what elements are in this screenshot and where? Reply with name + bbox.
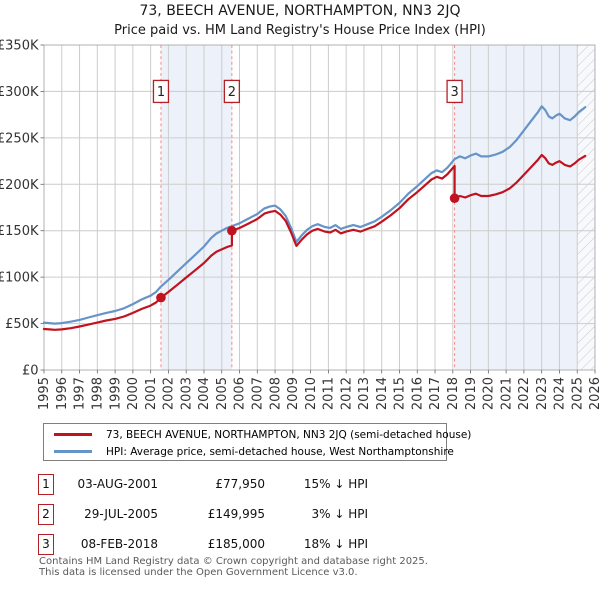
x-axis-label: 2001 (144, 377, 159, 410)
y-axis-label: £200K (0, 178, 39, 193)
price-history-chart-svg: 1 2 3 £0 £50K £100K £150K £200K £250K £300K £350K 1… (0, 39, 600, 411)
legend-label: 73, BEECH AVENUE, NORTHAMPTON, NN3 2JQ (… (106, 428, 472, 441)
x-axis-label: 1996 (55, 377, 70, 410)
x-axis-label: 2012 (339, 377, 354, 410)
transaction-3-marker: 3 (38, 534, 54, 555)
transaction-row-3: 3 08-FEB-2018 £185,000 18% ↓ HPI (38, 534, 458, 555)
hpi-line-swatch (54, 450, 92, 453)
x-axis-label: 1999 (108, 377, 123, 410)
transaction-dot-3 (449, 193, 460, 204)
transaction-row-2: 2 29-JUL-2005 £149,995 3% ↓ HPI (38, 504, 458, 525)
y-axis-label: £350K (0, 39, 39, 54)
legend-item-hpi: HPI: Average price, semi-detached house,… (44, 442, 454, 461)
transaction-dot-2 (227, 225, 237, 236)
transaction-2-marker: 2 (38, 504, 54, 525)
x-axis-label: 2006 (233, 377, 248, 410)
transaction-2-date: 29-JUL-2005 (84, 507, 158, 521)
hpi-line (42, 105, 587, 325)
transaction-1-price: £77,950 (215, 477, 265, 491)
x-axis-label: 2018 (446, 377, 461, 410)
transaction-1-hpi-delta: 15% ↓ HPI (303, 477, 368, 491)
y-axis-label: £50K (5, 317, 39, 332)
shaded-band-2 (454, 45, 595, 370)
x-axis-label: 2009 (286, 377, 301, 410)
x-axis-label: 2010 (304, 377, 319, 410)
y-axis-label: £300K (0, 85, 39, 100)
transactions-table: 1 03-AUG-2001 £77,950 15% ↓ HPI 2 29-JUL… (38, 474, 458, 562)
chart-legend: 73, BEECH AVENUE, NORTHAMPTON, NN3 2JQ (… (43, 423, 471, 461)
x-axis-label: 2003 (179, 377, 194, 410)
x-axis-label: 2007 (250, 377, 265, 410)
page-subtitle: Price paid vs. HM Land Registry's House … (114, 23, 486, 38)
x-axis-label: 2024 (553, 377, 568, 410)
footer-line-1: Contains HM Land Registry data © Crown c… (39, 556, 428, 567)
x-axis-label: 2008 (268, 377, 283, 410)
x-axis-label: 2017 (428, 377, 443, 410)
x-axis-label: 2015 (393, 377, 408, 410)
x-axis-label: 2005 (215, 377, 230, 410)
transaction-3-date: 08-FEB-2018 (80, 537, 158, 551)
transaction-flag-label-2: 2 (228, 85, 236, 100)
x-axis-label: 2020 (482, 377, 497, 410)
x-axis-label: 2002 (162, 377, 177, 410)
y-axis-label: £100K (0, 271, 39, 286)
transaction-3-price: £185,000 (207, 537, 265, 551)
transaction-flag-2 (223, 79, 241, 104)
transaction-1-date: 03-AUG-2001 (77, 477, 159, 491)
page-title: 73, BEECH AVENUE, NORTHAMPTON, NN3 2JQ (139, 3, 461, 19)
y-axis-label: £0 (22, 364, 39, 379)
x-axis-label: 2013 (357, 377, 372, 410)
x-axis-label: 2022 (517, 377, 532, 410)
transaction-flag-3 (446, 79, 463, 104)
x-axis-label: 2026 (588, 377, 600, 410)
legend-label: HPI: Average price, semi-detached house,… (106, 445, 454, 458)
footer-line-2: This data is licensed under the Open Gov… (39, 567, 358, 578)
x-axis-label: 2016 (410, 377, 425, 410)
future-zone-hatch (577, 45, 595, 370)
transaction-flag-label-3: 3 (450, 85, 458, 100)
transaction-flag-label-1: 1 (157, 85, 165, 100)
license-footer: Contains HM Land Registry data © Crown c… (39, 556, 579, 578)
transaction-row-1: 1 03-AUG-2001 £77,950 15% ↓ HPI (38, 474, 458, 495)
y-axis-label: £150K (0, 224, 39, 239)
plot-border (43, 44, 596, 371)
price-paid-line (42, 153, 587, 331)
price-history-chart: 1 2 3 £0 £50K £100K £150K £200K £250K £300K £350K 1… (0, 39, 600, 411)
x-axis-label: 2019 (464, 377, 479, 410)
transaction-2-price: £149,995 (207, 507, 265, 521)
price-paid-line-swatch (54, 433, 92, 436)
transaction-1-marker: 1 (38, 474, 54, 495)
transaction-2-hpi-delta: 3% ↓ HPI (311, 507, 368, 521)
x-axis-label: 1997 (73, 377, 88, 410)
shaded-band-1 (160, 45, 232, 370)
x-axis-label: 2014 (375, 377, 390, 410)
x-axis-label: 2000 (126, 377, 141, 410)
x-axis-label: 2025 (570, 377, 585, 410)
x-axis-label: 2004 (197, 377, 212, 410)
x-axis-label: 2021 (499, 377, 514, 410)
transaction-flag-1 (152, 79, 170, 104)
x-axis-label: 2023 (535, 377, 550, 410)
transaction-dot-1 (156, 292, 166, 303)
x-axis-label: 2011 (322, 377, 337, 410)
y-axis-label: £250K (0, 131, 39, 146)
x-axis-label: 1998 (91, 377, 106, 410)
transaction-3-hpi-delta: 18% ↓ HPI (303, 537, 368, 551)
legend-item-price-paid: 73, BEECH AVENUE, NORTHAMPTON, NN3 2JQ (… (44, 425, 471, 444)
x-axis-label: 1995 (37, 377, 52, 410)
